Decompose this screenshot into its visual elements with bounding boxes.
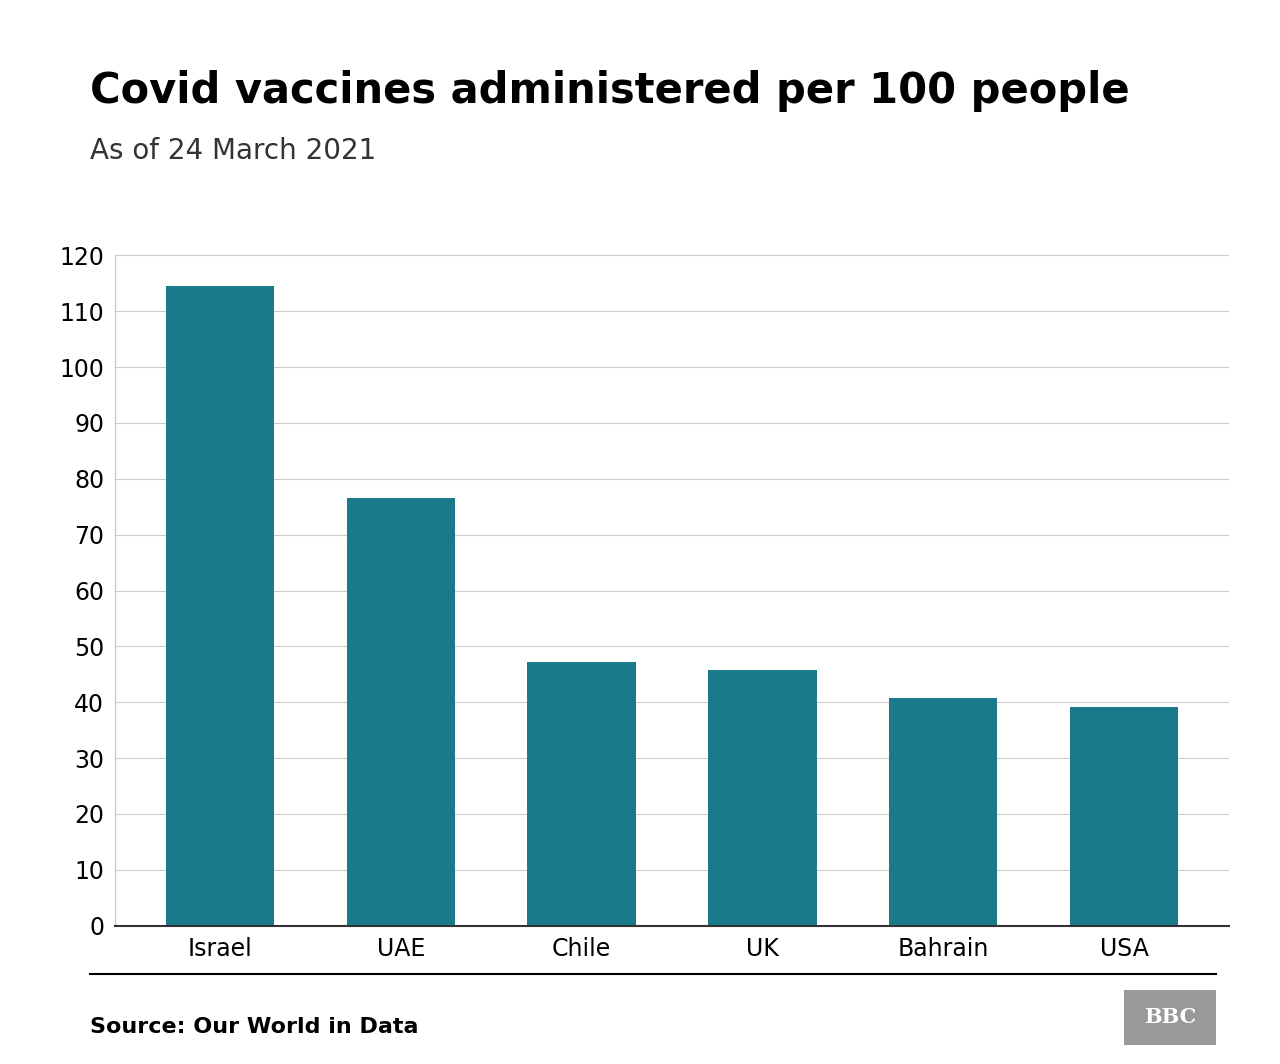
Bar <box>166 286 274 926</box>
Text: BBC: BBC <box>1144 1008 1196 1027</box>
Bar <box>888 698 997 926</box>
Text: Source: Our World in Data: Source: Our World in Data <box>90 1017 419 1037</box>
Text: As of 24 March 2021: As of 24 March 2021 <box>90 137 376 165</box>
Text: Covid vaccines administered per 100 people: Covid vaccines administered per 100 peop… <box>90 70 1129 112</box>
Bar <box>1070 706 1178 926</box>
Bar <box>708 670 817 926</box>
Bar <box>527 662 636 926</box>
Bar <box>347 498 456 926</box>
